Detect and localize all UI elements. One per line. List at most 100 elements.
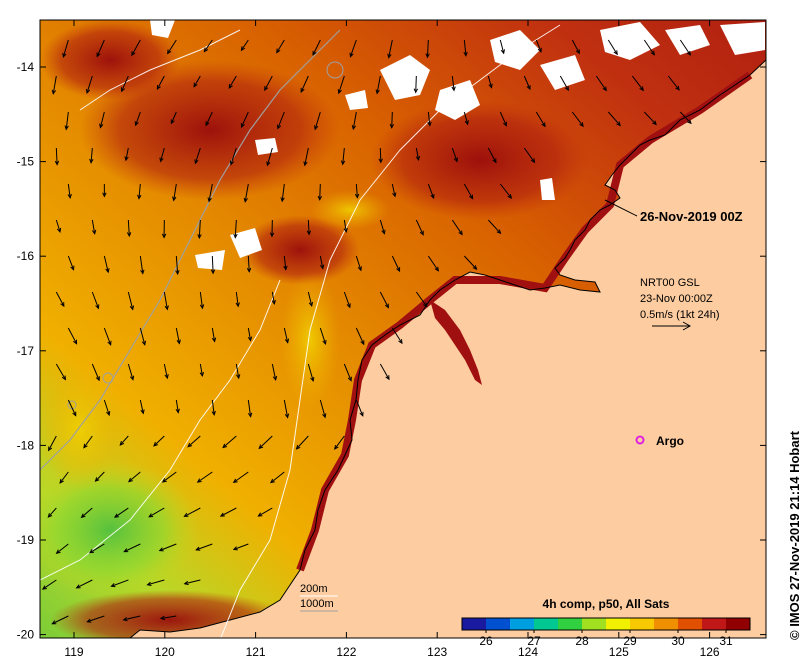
current-vector [103,327,112,346]
current-vector [172,183,177,202]
seamount-contour [67,400,77,410]
current-vector [312,39,321,56]
current-vector [240,111,249,129]
current-vector [300,75,309,93]
current-vector [54,147,60,166]
longitude-axis: 119 120 121 122 123 124 125 126 [64,20,720,659]
current-vector [59,471,69,484]
current-vector [283,327,290,344]
current-vector [159,147,165,163]
lon-tick-label: 121 [246,645,266,659]
current-vector [195,543,213,551]
colorbar-swatch [654,618,679,630]
current-vector [487,75,493,89]
current-vector [643,39,655,56]
current-vector [41,579,57,590]
current-vector [283,255,288,271]
current-vector [355,399,364,417]
cool-patch [40,460,200,600]
current-vector [535,111,546,128]
colorbar-frame [461,617,751,631]
current-vector [96,39,105,58]
current-vector [314,111,321,131]
current-vector [127,363,135,381]
current-vector [119,435,129,446]
current-vector [340,147,346,166]
current-vector [355,255,362,272]
current-vector [51,615,69,625]
current-vector [110,579,129,588]
current-vector [487,147,497,164]
current-vector [379,363,390,381]
current-vector [124,147,129,162]
current-vector [99,111,105,129]
current-vector [103,255,110,274]
current-vector [175,327,181,345]
current-vector [295,435,309,450]
current-vector [199,291,205,310]
contour-200m [220,24,561,638]
current-vector [303,147,309,167]
current-vector [67,183,72,200]
current-vector [229,147,237,166]
current-vector [257,507,273,517]
current-vector [243,183,249,203]
coastline [129,59,766,638]
lon-tick-label: 123 [427,645,447,659]
colorbar-tick-label: 29 [623,634,637,648]
current-vector [86,615,105,623]
current-vector [463,111,469,126]
current-vector [667,75,680,91]
current-vector [247,327,253,342]
current-vector [183,579,201,586]
lat-tick-label: -20 [17,628,35,642]
current-vectors [41,39,692,625]
current-vector [283,399,290,419]
current-vector [277,111,285,130]
current-vector [307,363,315,382]
lon-tick-label: 119 [64,645,83,659]
current-vector [139,399,145,415]
current-vector [631,75,644,92]
current-vector [463,255,478,270]
current-vector [146,579,165,586]
current-vector [463,39,468,57]
current-vector [159,615,177,621]
current-vector [334,435,345,450]
current-vector [535,39,542,53]
lon-tick-label: 122 [336,645,356,659]
current-source-label: NRT00 GSL [640,277,700,289]
current-vector [55,219,62,233]
current-vector [55,363,67,381]
current-vector [163,363,169,380]
current-vector [55,291,65,308]
current-vector [207,183,213,203]
current-vector [379,219,386,235]
current-vector [232,543,249,551]
current-vector [203,39,213,53]
colorbar-tick-label: 27 [527,634,541,648]
seamount-contour [326,61,344,79]
current-vector [427,255,439,272]
current-vector [317,183,323,201]
current-vector [161,219,167,239]
current-vector [148,507,165,518]
current-vector [80,507,93,519]
current-vector [183,507,201,517]
current-vector [134,111,141,127]
current-vector [499,111,507,127]
latitude-axis: -14 -15 -16 -17 -18 -19 -20 [17,60,766,642]
colorbar-swatch [510,618,535,630]
warm-core [370,100,590,220]
current-vector [571,39,580,55]
current-vector [64,111,69,131]
current-vector [276,39,285,54]
lon-tick-label: 120 [155,645,175,659]
contour-1000m [40,29,341,471]
depth-contours [40,24,561,638]
current-vector [280,183,285,203]
date-label: 26-Nov-2019 00Z [640,209,743,224]
current-vector [102,183,107,198]
current-vector [679,39,691,56]
current-vector [194,147,201,165]
